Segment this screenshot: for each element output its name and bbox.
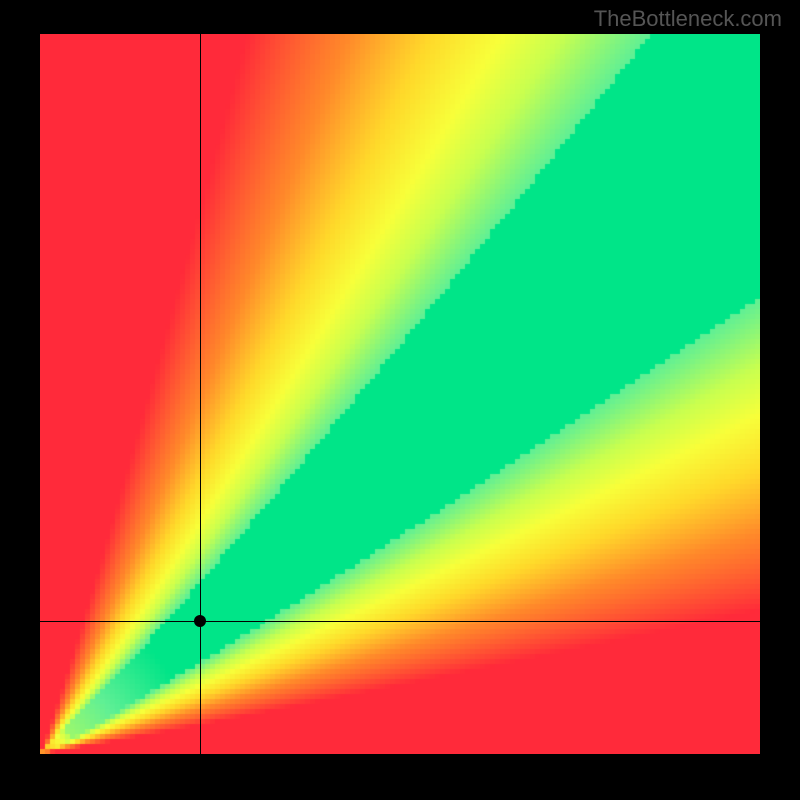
heatmap-plot <box>40 34 760 754</box>
crosshair-horizontal <box>40 621 760 622</box>
crosshair-vertical <box>200 34 201 754</box>
chart-container: TheBottleneck.com <box>0 0 800 800</box>
crosshair-marker <box>194 615 206 627</box>
heatmap-canvas <box>40 34 760 754</box>
watermark-text: TheBottleneck.com <box>594 6 782 32</box>
